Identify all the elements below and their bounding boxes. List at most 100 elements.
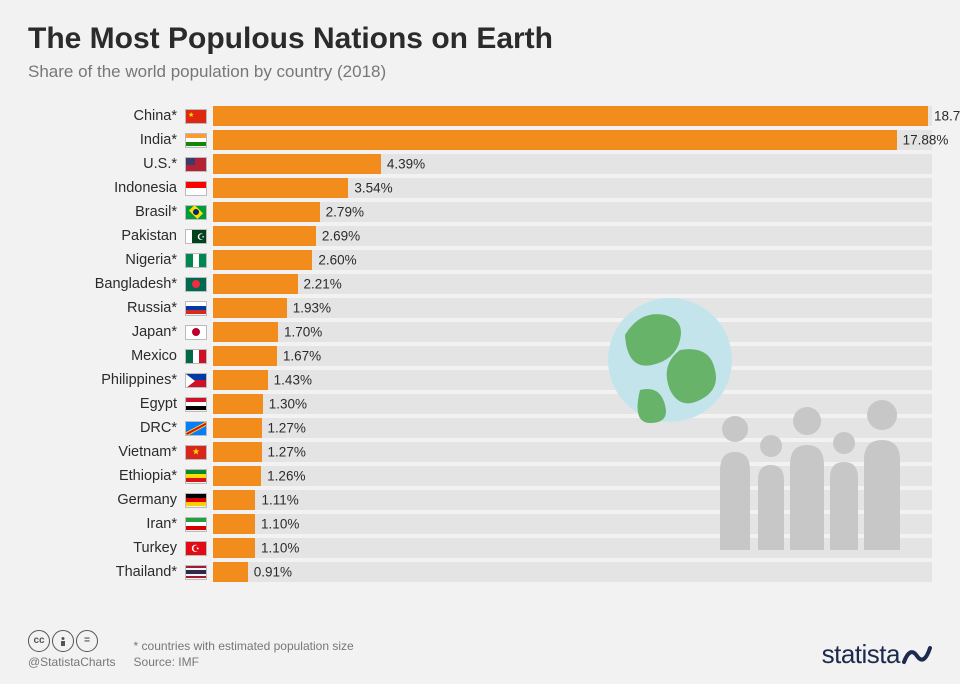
country-label: Egypt	[28, 396, 183, 412]
bar-fill	[213, 154, 381, 174]
bar-fill	[213, 370, 268, 390]
flag-bd	[185, 277, 207, 292]
bar-row: Ethiopia* 1.26%	[28, 464, 932, 488]
bar-row: U.S.* 4.39%	[28, 152, 932, 176]
bar-value-label: 1.11%	[261, 493, 298, 508]
bar-value-label: 2.69%	[322, 229, 360, 244]
country-label: Germany	[28, 492, 183, 508]
country-label: China*	[28, 108, 183, 124]
bar-row: Mexico1.67%	[28, 344, 932, 368]
flag-pk: ☪	[185, 229, 207, 244]
bar-fill	[213, 394, 263, 414]
bar-track: 4.39%	[213, 154, 932, 174]
country-label: Thailand*	[28, 564, 183, 580]
bar-fill	[213, 250, 312, 270]
bar-row: Brasil* 2.79%	[28, 200, 932, 224]
bar-track: 1.43%	[213, 370, 932, 390]
flag-cd	[185, 421, 207, 436]
bar-track: 2.21%	[213, 274, 932, 294]
bar-value-label: 2.79%	[326, 205, 364, 220]
country-label: Pakistan	[28, 228, 183, 244]
cc-icons: cc =	[28, 630, 116, 652]
bar-fill	[213, 298, 287, 318]
country-label: Ethiopia*	[28, 468, 183, 484]
bar-fill	[213, 130, 897, 150]
bar-value-label: 1.93%	[293, 301, 331, 316]
flag-in	[185, 133, 207, 148]
bar-track: 1.27%	[213, 442, 932, 462]
bar-row: DRC*1.27%	[28, 416, 932, 440]
flag-et	[185, 469, 207, 484]
bar-value-label: 2.21%	[304, 277, 342, 292]
flag-eg	[185, 397, 207, 412]
bar-track: 1.67%	[213, 346, 932, 366]
country-label: Russia*	[28, 300, 183, 316]
bar-fill	[213, 490, 255, 510]
flag-id	[185, 181, 207, 196]
bar-row: Germany 1.11%	[28, 488, 932, 512]
bar-track: 1.10%	[213, 538, 932, 558]
chart-subtitle: Share of the world population by country…	[28, 62, 932, 82]
country-label: Brasil*	[28, 204, 183, 220]
country-label: Japan*	[28, 324, 183, 340]
bar-fill	[213, 274, 298, 294]
bar-row: Philippines* 1.43%	[28, 368, 932, 392]
bar-chart: China*★18.70%India*17.88%U.S.*4.39%Indon…	[28, 104, 932, 584]
bar-value-label: 1.26%	[267, 469, 305, 484]
bar-track: 17.88%	[213, 130, 932, 150]
country-label: Iran*	[28, 516, 183, 532]
bar-row: Pakistan☪ 2.69%	[28, 224, 932, 248]
country-label: U.S.*	[28, 156, 183, 172]
bar-row: China*★18.70%	[28, 104, 932, 128]
flag-us	[185, 157, 207, 172]
bar-value-label: 1.67%	[283, 349, 321, 364]
flag-th	[185, 565, 207, 580]
bar-row: Iran* 1.10%	[28, 512, 932, 536]
country-label: Philippines*	[28, 372, 183, 388]
bar-fill	[213, 106, 928, 126]
bar-fill	[213, 322, 278, 342]
bar-value-label: 1.10%	[261, 541, 299, 556]
flag-mx	[185, 349, 207, 364]
country-label: Nigeria*	[28, 252, 183, 268]
bar-track: 2.79%	[213, 202, 932, 222]
bar-row: Nigeria* 2.60%	[28, 248, 932, 272]
bar-value-label: 1.43%	[274, 373, 312, 388]
bar-track: 1.30%	[213, 394, 932, 414]
bar-value-label: 1.10%	[261, 517, 299, 532]
bar-row: Bangladesh* 2.21%	[28, 272, 932, 296]
bar-value-label: 4.39%	[387, 157, 425, 172]
bar-track: 18.70%	[213, 106, 932, 126]
bar-fill	[213, 226, 316, 246]
flag-ir	[185, 517, 207, 532]
bar-row: Turkey☪ 1.10%	[28, 536, 932, 560]
statista-wave-icon	[902, 642, 932, 668]
flag-jp	[185, 325, 207, 340]
bar-track: 1.10%	[213, 514, 932, 534]
bar-fill	[213, 202, 320, 222]
footnote-text: * countries with estimated population si…	[134, 638, 354, 654]
bar-value-label: 3.54%	[354, 181, 392, 196]
flag-vn: ★	[185, 445, 207, 460]
country-label: Bangladesh*	[28, 276, 183, 292]
bar-track: 1.26%	[213, 466, 932, 486]
country-label: DRC*	[28, 420, 183, 436]
bar-value-label: 18.70%	[934, 109, 960, 124]
bar-track: 2.60%	[213, 250, 932, 270]
cc-by-icon	[52, 630, 74, 652]
bar-track: 1.11%	[213, 490, 932, 510]
footer: cc = @StatistaCharts * countries with es…	[28, 630, 932, 670]
cc-nd-icon: =	[76, 630, 98, 652]
country-label: Indonesia	[28, 180, 183, 196]
flag-tr: ☪	[185, 541, 207, 556]
bar-fill	[213, 514, 255, 534]
bar-row: Thailand* 0.91%	[28, 560, 932, 584]
country-label: Vietnam*	[28, 444, 183, 460]
country-label: Turkey	[28, 540, 183, 556]
statista-logo: statista	[822, 639, 932, 670]
bar-fill	[213, 346, 277, 366]
flag-ru	[185, 301, 207, 316]
bar-row: Russia* 1.93%	[28, 296, 932, 320]
bar-track: 0.91%	[213, 562, 932, 582]
bar-fill	[213, 178, 348, 198]
